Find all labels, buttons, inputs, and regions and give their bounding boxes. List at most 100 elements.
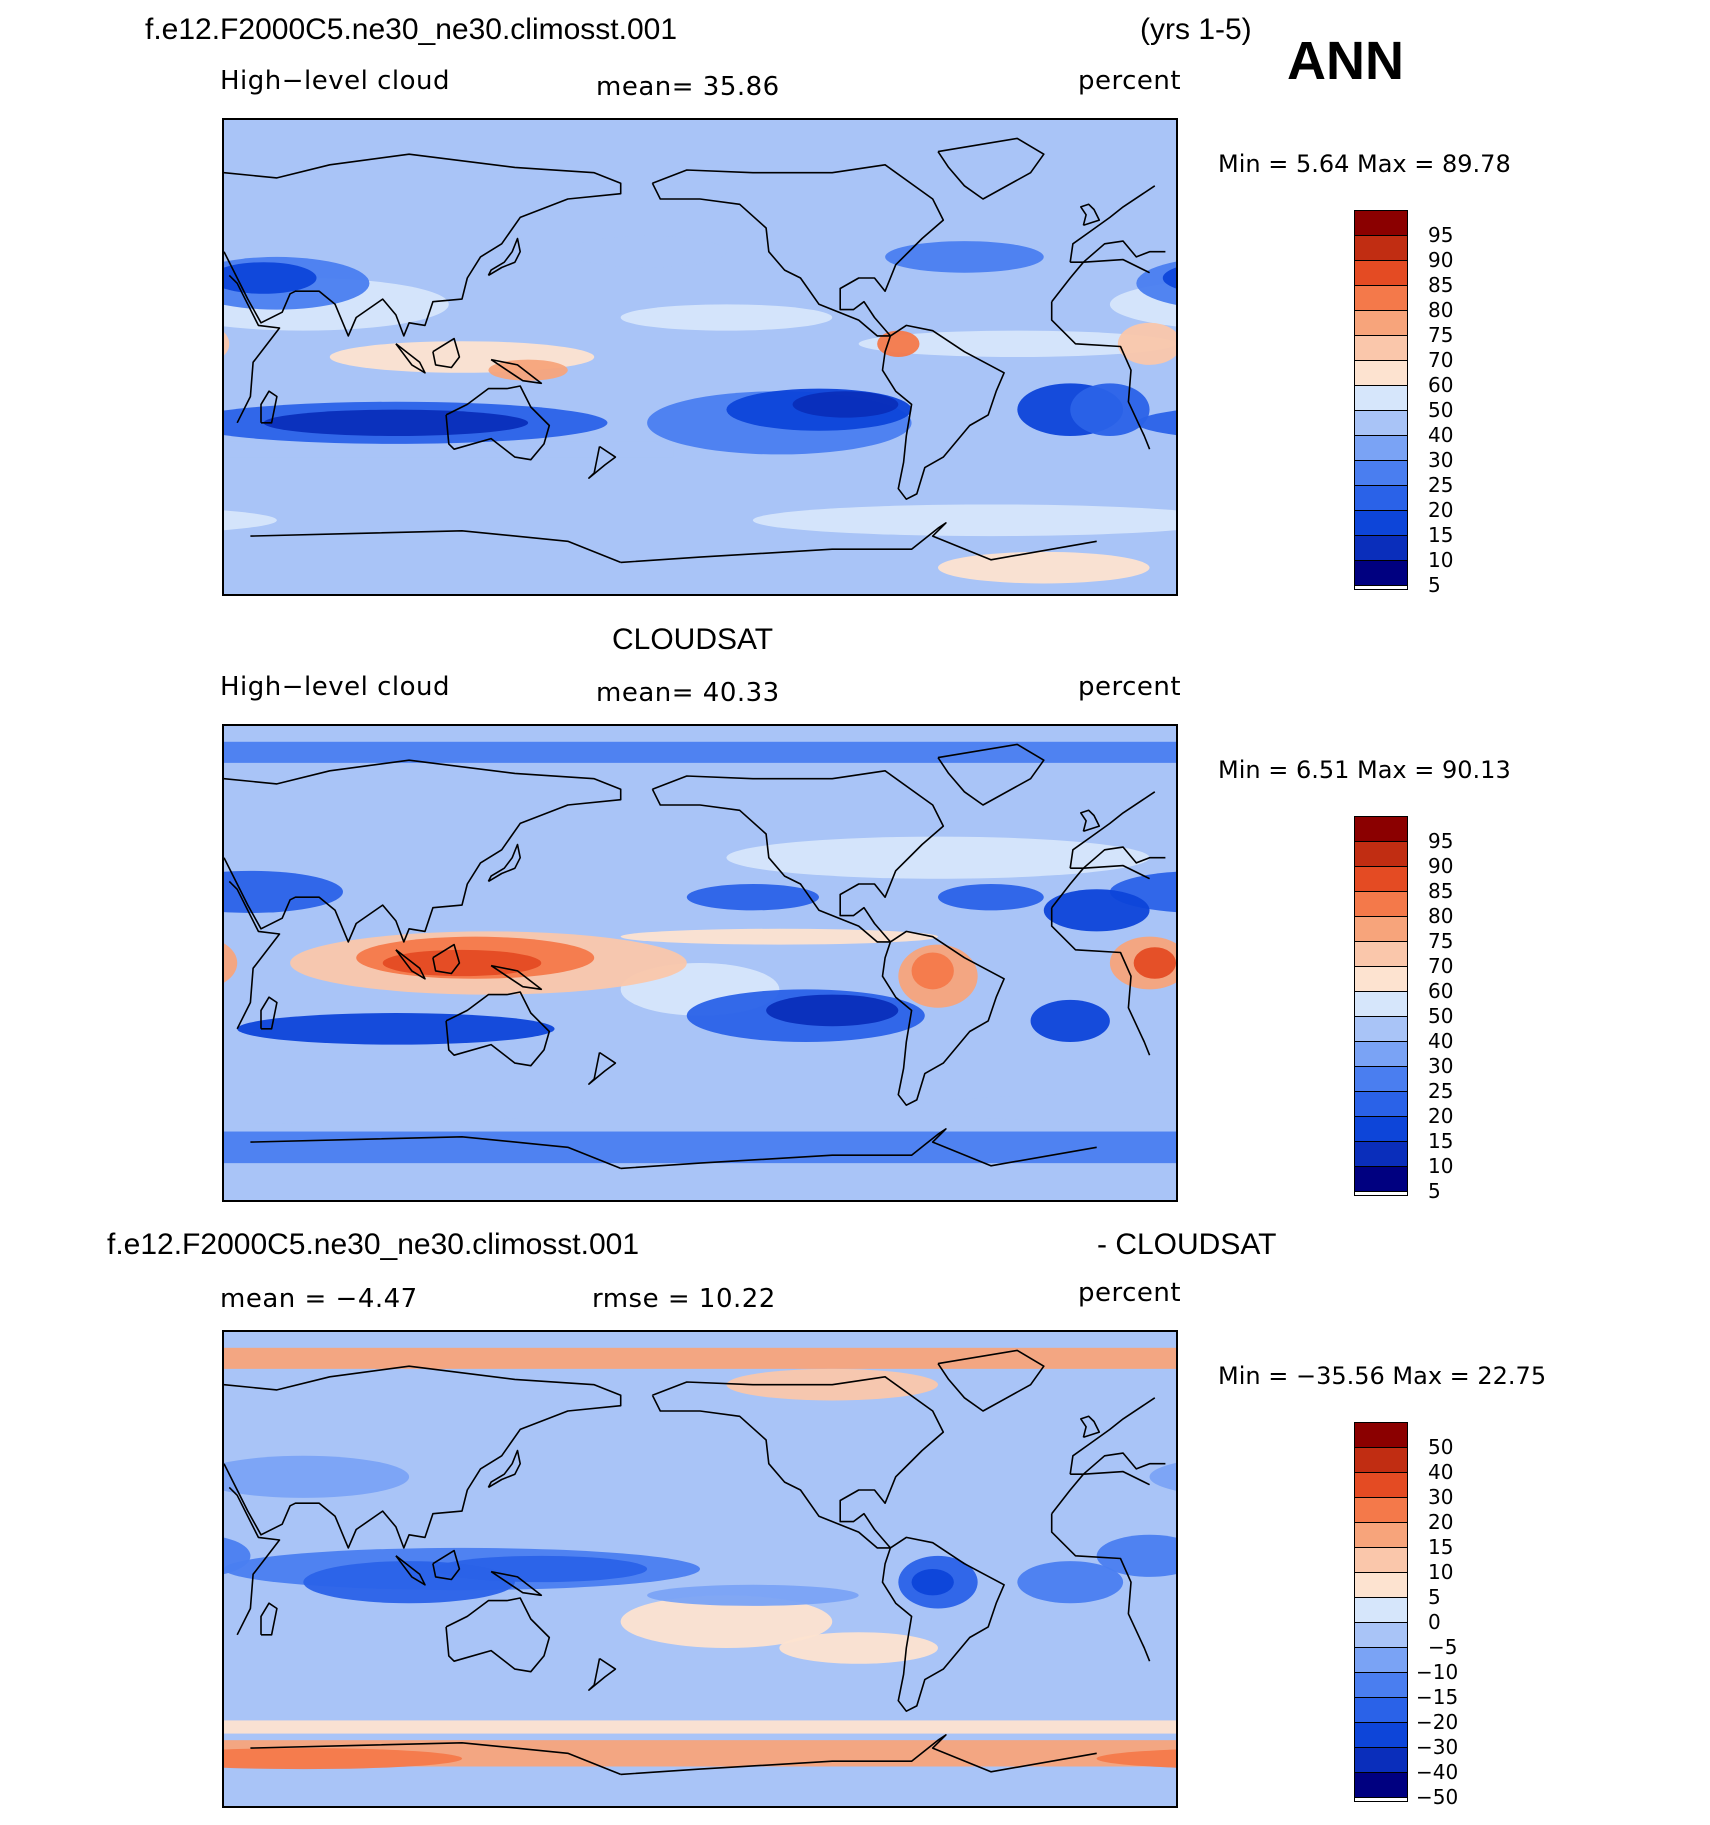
panel2-map (222, 724, 1178, 1202)
colorbar-cell (1355, 461, 1407, 486)
coastline-australia (445, 385, 551, 461)
field-blob-12 (1030, 999, 1110, 1042)
field-blob-10 (792, 391, 899, 418)
field-blob-5 (779, 1632, 939, 1664)
coastline-madagascar (260, 390, 278, 424)
field-blob-20 (938, 551, 1150, 584)
colorbar-cell (1355, 1498, 1407, 1523)
field-blob-4-wrap (911, 1092, 1176, 1124)
field-blob-11 (1096, 1534, 1176, 1577)
field-blob-7 (224, 1455, 410, 1498)
colorbar-cell (1355, 236, 1407, 261)
colorbar-tick-label: 70 (1428, 348, 1454, 372)
colorbar-cell (1355, 1748, 1407, 1773)
colorbar-cell (1355, 1523, 1407, 1548)
colorbar-cell (1355, 1167, 1407, 1192)
coastline-eurasia (224, 153, 622, 337)
coastline-eurasia (1070, 846, 1166, 869)
coastline-eurasia (224, 759, 622, 943)
colorbar-tick-label: 20 (1428, 1510, 1454, 1534)
colorbar-cell (1355, 1673, 1407, 1698)
coastline-antarctica (620, 1128, 1097, 1170)
colorbar-tick-label: 40 (1428, 1460, 1454, 1484)
coastline-africa (228, 274, 281, 424)
colorbar-tick-label: 80 (1428, 298, 1454, 322)
panel2-title: CLOUDSAT (612, 623, 774, 656)
field-blob-2 (726, 836, 1150, 879)
field-blob-6 (224, 1748, 462, 1770)
panel3-map (222, 1330, 1178, 1808)
colorbar-tick-label: 10 (1428, 1560, 1454, 1584)
colorbar-tick-label: 95 (1428, 829, 1454, 853)
coastline-australia (445, 991, 551, 1067)
colorbar-cell (1355, 1623, 1407, 1648)
colorbar-cell (1355, 1698, 1407, 1723)
coastline-japan (487, 1449, 522, 1489)
colorbar-tick-label: 15 (1428, 1535, 1454, 1559)
field-band-0 (224, 741, 1176, 763)
field-blob-10 (435, 1555, 648, 1583)
coastline-uk (1079, 1415, 1101, 1439)
colorbar-tick-label: 15 (1428, 523, 1454, 547)
coastline-eurasia (1070, 1452, 1166, 1475)
coastline-eurasia (1069, 791, 1156, 869)
coastline-antarctica (250, 1135, 621, 1170)
colorbar-cell (1355, 1448, 1407, 1473)
panel2-mean-label: mean= 40.33 (596, 678, 780, 708)
coastline-borneo (432, 337, 461, 369)
coastline-samerica (881, 930, 1005, 1107)
colorbar-cell (1355, 1017, 1407, 1042)
colorbar-cell (1355, 436, 1407, 461)
colorbar-cell (1355, 386, 1407, 411)
coastline-samerica (881, 1536, 1005, 1713)
colorbar-cell (1355, 211, 1407, 236)
colorbar-cell (1355, 1773, 1407, 1798)
coastline-sumatra (395, 343, 426, 374)
colorbar-cell (1355, 967, 1407, 992)
colorbar-cell (1355, 867, 1407, 892)
colorbar-tick-label: 70 (1428, 954, 1454, 978)
panel3-colorbar (1354, 1422, 1408, 1802)
colorbar-tick-label: −40 (1416, 1760, 1459, 1784)
coastline-nz (588, 1051, 617, 1085)
panel1-mean-label: mean= 35.86 (596, 72, 780, 102)
field-band-2 (224, 1720, 1176, 1734)
panel1-map (222, 118, 1178, 596)
field-blob-20 (620, 928, 938, 945)
field-blob-5 (885, 241, 1044, 273)
colorbar-tick-label: 40 (1428, 423, 1454, 447)
colorbar-cell (1355, 1598, 1407, 1623)
colorbar-tick-label: 50 (1428, 1004, 1454, 1028)
coastline-newguinea (490, 358, 543, 385)
field-blob-14 (1017, 1561, 1124, 1604)
panel1-minmax: Min = 5.64 Max = 89.78 (1218, 150, 1511, 178)
colorbar-cell (1355, 1548, 1407, 1573)
coastline-nz (588, 445, 617, 479)
panel2-colorbar (1354, 816, 1408, 1196)
coastline-uk (1079, 809, 1101, 833)
field-blob-2 (858, 330, 1176, 357)
field-blob-6-wrap (1136, 261, 1176, 305)
colorbar-tick-label: 30 (1428, 1485, 1454, 1509)
field-blob-11-wrap (224, 1537, 251, 1575)
field-blob-17-wrap (224, 332, 230, 356)
field-blob-7-wrap (1149, 1462, 1176, 1491)
coastline-namerica (651, 163, 945, 337)
colorbar-cell (1355, 817, 1407, 842)
field-blob-19 (877, 330, 920, 357)
colorbar-cell (1355, 942, 1407, 967)
coastline-namerica (651, 769, 945, 943)
colorbar-tick-label: 20 (1428, 498, 1454, 522)
colorbar-cell (1355, 336, 1407, 361)
coastline-uk (1079, 203, 1101, 227)
colorbar-cell (1355, 1092, 1407, 1117)
field-blob-6 (1043, 889, 1150, 932)
colorbar-tick-label: 60 (1428, 373, 1454, 397)
field-blob-15 (567, 235, 727, 268)
colorbar-tick-label: 60 (1428, 979, 1454, 1003)
season-label: ANN (1287, 31, 1404, 91)
coastline-africa (1050, 907, 1151, 1056)
colorbar-tick-label: 30 (1428, 1054, 1454, 1078)
colorbar-cell (1355, 1142, 1407, 1167)
colorbar-tick-label: 75 (1428, 323, 1454, 347)
